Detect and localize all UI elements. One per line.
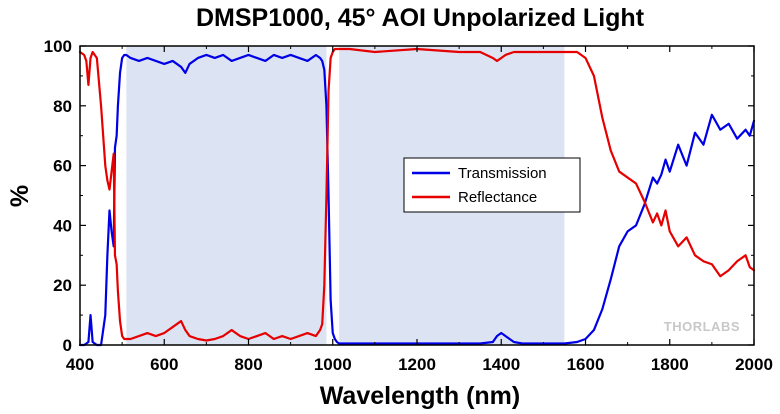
legend-box	[403, 157, 581, 213]
y-tick-label-0: 0	[63, 336, 72, 355]
legend-label-reflectance: Reflectance	[458, 189, 537, 206]
x-tick-label-1600: 1600	[567, 355, 605, 374]
watermark-logo: THORLABS	[664, 319, 740, 334]
x-tick-label-800: 800	[234, 355, 262, 374]
x-tick-label-1200: 1200	[398, 355, 436, 374]
series-line-transmission	[78, 53, 756, 347]
y-tick-label-20: 20	[53, 276, 72, 295]
x-axis-ticks: 400 600 800 1000 1200 1400 1600 1800 2000	[66, 46, 773, 374]
highlight-band-1	[126, 46, 327, 345]
chart-title: DMSP1000, 45° AOI Unpolarized Light	[196, 4, 645, 32]
legend: Transmission Reflectance	[403, 157, 581, 213]
y-tick-label-60: 60	[53, 157, 72, 176]
x-tick-label-400: 400	[66, 355, 94, 374]
x-tick-label-2000: 2000	[735, 355, 773, 374]
x-tick-label-600: 600	[150, 355, 178, 374]
y-axis-label: %	[6, 185, 34, 207]
series-layer	[78, 47, 756, 347]
y-tick-label-40: 40	[53, 216, 72, 235]
x-tick-label-1000: 1000	[314, 355, 352, 374]
x-tick-label-1800: 1800	[651, 355, 689, 374]
y-axis-ticks: 0 20 40 60 80 100	[44, 37, 754, 355]
x-tick-label-1400: 1400	[482, 355, 520, 374]
y-tick-label-100: 100	[44, 37, 72, 56]
y-tick-label-80: 80	[53, 97, 72, 116]
series-line-reflectance	[78, 47, 756, 342]
x-axis-label: Wavelength (nm)	[320, 382, 520, 410]
legend-label-transmission: Transmission	[458, 165, 547, 182]
